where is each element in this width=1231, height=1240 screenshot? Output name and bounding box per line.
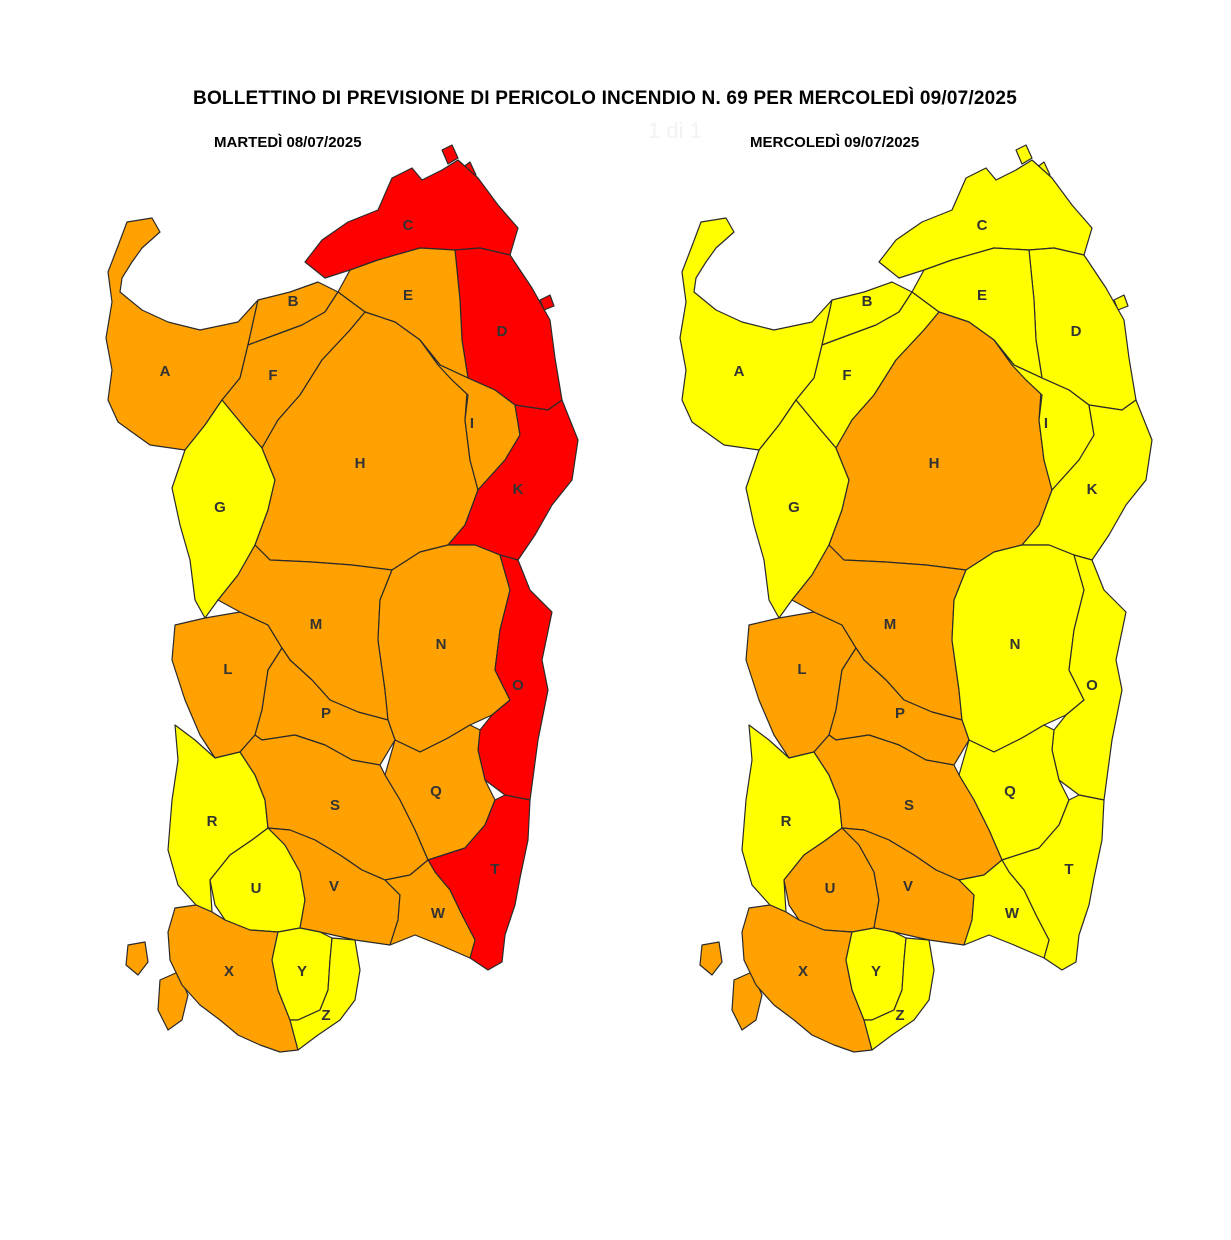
islet-c-2: [1015, 144, 1033, 165]
zone-w-label: W: [431, 905, 446, 922]
zone-w-label: W: [1005, 905, 1020, 922]
zone-s-label: S: [330, 797, 340, 814]
zone-f-label: F: [268, 367, 277, 384]
zone-g-label: G: [214, 499, 226, 516]
zone-u-label: U: [825, 880, 836, 897]
zone-t-label: T: [490, 861, 499, 878]
zone-p-label: P: [321, 705, 331, 722]
zone-q-label: Q: [430, 783, 442, 800]
zone-n-label: N: [1010, 636, 1021, 653]
islet-c-2: [441, 144, 459, 165]
zone-i-label: I: [470, 415, 474, 432]
zone-b-label: B: [288, 293, 299, 310]
zone-y-label: Y: [871, 963, 881, 980]
zone-o-label: O: [512, 677, 524, 694]
zone-l-label: L: [797, 661, 806, 678]
zone-w-area: [958, 859, 1050, 959]
zone-m-label: M: [884, 616, 897, 633]
zone-d-label: D: [497, 323, 508, 340]
islet-x-0: [699, 941, 723, 976]
zone-y-label: Y: [297, 963, 307, 980]
zone-e-label: E: [977, 287, 987, 304]
zone-a-label: A: [160, 363, 171, 380]
zone-r-label: R: [207, 813, 218, 830]
zone-t-label: T: [1064, 861, 1073, 878]
zone-h-label: H: [929, 455, 940, 472]
zone-e-label: E: [403, 287, 413, 304]
zone-o-area: [1051, 554, 1127, 801]
zone-u-label: U: [251, 880, 262, 897]
bulletin-title: BOLLETTINO DI PREVISIONE DI PERICOLO INC…: [193, 88, 1017, 109]
map-heading-wednesday: MERCOLEDÌ 09/07/2025: [750, 134, 920, 151]
zone-k-label: K: [513, 481, 524, 498]
zone-m-label: M: [310, 616, 323, 633]
zone-i-label: I: [1044, 415, 1048, 432]
zone-h-label: H: [355, 455, 366, 472]
zone-v-label: V: [329, 878, 339, 895]
page-count-watermark: 1 di 1: [648, 118, 702, 143]
zone-z-area: [863, 937, 935, 1051]
zone-b-label: B: [862, 293, 873, 310]
zone-c-label: C: [977, 217, 988, 234]
islet-x-0: [125, 941, 149, 976]
zone-k-label: K: [1087, 481, 1098, 498]
zone-l-label: L: [223, 661, 232, 678]
zone-c-label: C: [403, 217, 414, 234]
zone-a-label: A: [734, 363, 745, 380]
zone-z-area: [289, 937, 361, 1051]
zone-o-area: [477, 554, 553, 801]
zone-n-label: N: [436, 636, 447, 653]
zone-o-label: O: [1086, 677, 1098, 694]
zone-f-label: F: [842, 367, 851, 384]
zone-x-label: X: [224, 963, 234, 980]
zone-x-label: X: [798, 963, 808, 980]
zone-z-label: Z: [321, 1007, 330, 1024]
zone-g-label: G: [788, 499, 800, 516]
zone-w-area: [384, 859, 476, 959]
zone-q-label: Q: [1004, 783, 1016, 800]
zone-v-label: V: [903, 878, 913, 895]
zone-s-label: S: [904, 797, 914, 814]
zone-r-label: R: [781, 813, 792, 830]
zone-z-label: Z: [895, 1007, 904, 1024]
zone-p-label: P: [895, 705, 905, 722]
zone-d-label: D: [1071, 323, 1082, 340]
map-heading-tuesday: MARTEDÌ 08/07/2025: [214, 134, 362, 151]
